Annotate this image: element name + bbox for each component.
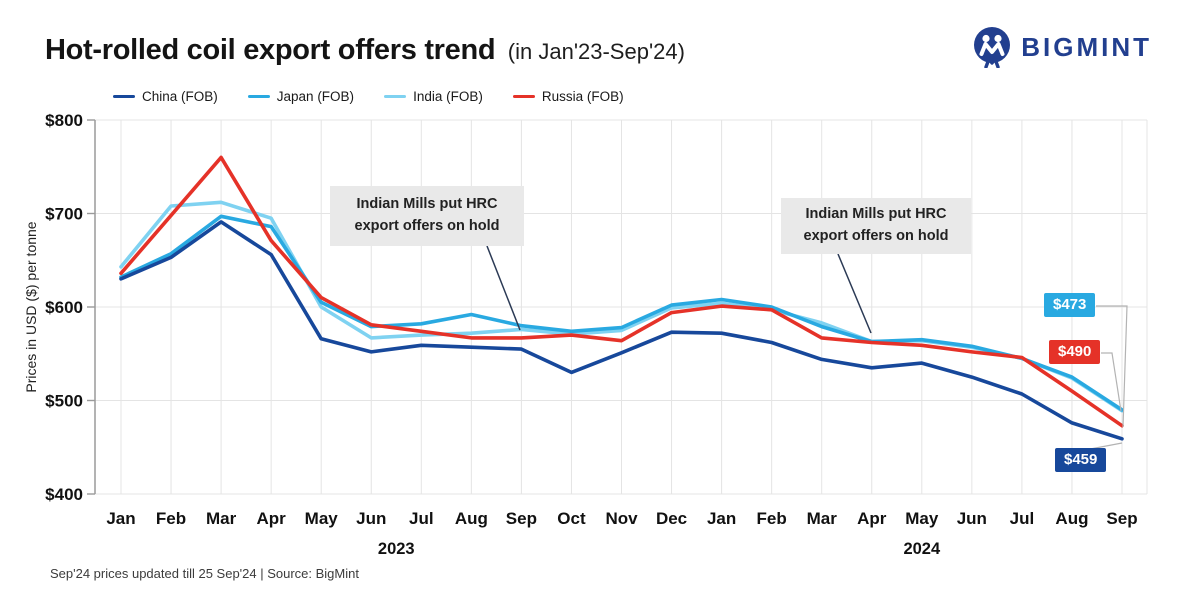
x-tick-label: Jun	[356, 509, 386, 528]
x-tick-label: Feb	[156, 509, 186, 528]
series-line-china-fob	[119, 220, 1124, 441]
y-axis-title: Prices in USD ($) per tonne	[23, 221, 39, 392]
legend-label: India (FOB)	[413, 89, 483, 104]
x-tick-label: Jan	[106, 509, 135, 528]
x-tick-label: Mar	[206, 509, 237, 528]
source-footnote: Sep'24 prices updated till 25 Sep'24 | S…	[50, 566, 359, 581]
chart-title-suffix: (in Jan'23-Sep'24)	[507, 39, 685, 64]
brand-logo: BIGMINT	[973, 26, 1152, 68]
annotation-arrow	[486, 245, 521, 331]
series-line-russia-fob	[119, 155, 1124, 428]
x-tick-label: Jan	[707, 509, 736, 528]
end-value-label-473: $473	[1044, 293, 1096, 317]
annotation-india-hold-2023: Indian Mills put HRC export offers on ho…	[330, 186, 524, 246]
annotation-line: Indian Mills put HRC	[356, 196, 498, 213]
legend-label: Japan (FOB)	[276, 89, 355, 104]
annotation-line: export offers on hold	[354, 218, 500, 234]
x-tick-label: Nov	[605, 509, 638, 528]
x-tick-label: Jul	[1010, 509, 1035, 528]
x-tick-label: Mar	[807, 509, 838, 528]
legend-label: Russia (FOB)	[541, 89, 624, 104]
chart-title: Hot-rolled coil export offers trend	[45, 34, 496, 66]
x-tick-label: Aug	[1055, 509, 1088, 528]
legend-item-india-fob: India (FOB)	[384, 89, 483, 104]
annotation-arrow	[837, 253, 872, 334]
x-tick-label: May	[305, 509, 339, 528]
x-tick-label: Jul	[409, 509, 434, 528]
x-tick-label: Feb	[757, 509, 787, 528]
x-tick-label: Sep	[1106, 509, 1137, 528]
year-label-2024: 2024	[903, 540, 941, 558]
series-line-japan-fob	[119, 214, 1124, 412]
x-tick-label: May	[905, 509, 939, 528]
x-tick-label: Dec	[656, 509, 687, 528]
brand-name: BIGMINT	[1021, 31, 1152, 62]
x-tick-label: Apr	[857, 509, 887, 528]
y-tick-label: $400	[45, 485, 83, 504]
legend-swatch-icon	[384, 94, 407, 99]
x-tick-label: Aug	[455, 509, 488, 528]
legend-item-china-fob: China (FOB)	[113, 89, 218, 104]
y-tick-label: $700	[45, 205, 83, 224]
y-tick-label: $500	[45, 392, 83, 411]
y-tick-label: $800	[45, 111, 83, 130]
page-title: Hot-rolled coil export offers trend (in …	[45, 34, 685, 67]
end-value-label-459: $459	[1055, 448, 1107, 472]
end-value-label-490: $490	[1049, 340, 1101, 364]
year-label-2023: 2023	[378, 540, 415, 558]
chart-legend: China (FOB) Japan (FOB) India (FOB) Russia …	[113, 89, 624, 104]
end-label-leader	[1096, 305, 1128, 428]
legend-swatch-icon	[113, 94, 135, 99]
annotation-line: export offers on hold	[803, 228, 949, 244]
y-tick-label: $600	[45, 298, 83, 317]
x-tick-label: Sep	[506, 509, 537, 528]
legend-item-japan-fob: Japan (FOB)	[247, 89, 355, 104]
end-label-leader	[1101, 352, 1122, 412]
x-tick-label: Jun	[957, 509, 987, 528]
bigmint-logo-icon	[974, 27, 1011, 68]
x-tick-label: Oct	[557, 509, 586, 528]
x-tick-label: Apr	[257, 509, 287, 528]
legend-swatch-icon	[512, 94, 535, 99]
annotation-line: Indian Mills put HRC	[805, 206, 947, 223]
annotation-india-hold-2024: Indian Mills put HRC export offers on ho…	[781, 198, 971, 254]
legend-label: China (FOB)	[142, 89, 218, 104]
legend-swatch-icon	[247, 94, 270, 99]
legend-item-russia-fob: Russia (FOB)	[512, 89, 624, 104]
